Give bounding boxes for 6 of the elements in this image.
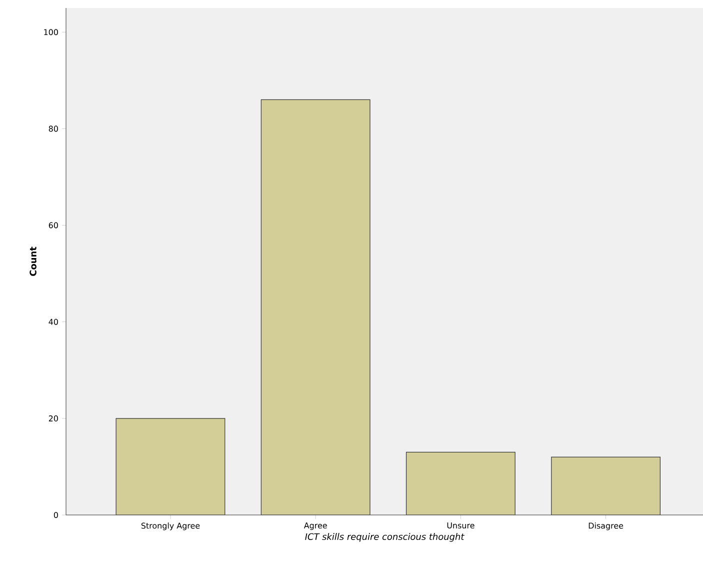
bar — [551, 456, 661, 515]
y-axis-title: Count — [30, 246, 36, 276]
x-axis-title: ICT skills require conscious thought — [305, 533, 464, 542]
bar — [406, 452, 516, 515]
bar — [260, 99, 370, 515]
bar — [116, 418, 226, 515]
